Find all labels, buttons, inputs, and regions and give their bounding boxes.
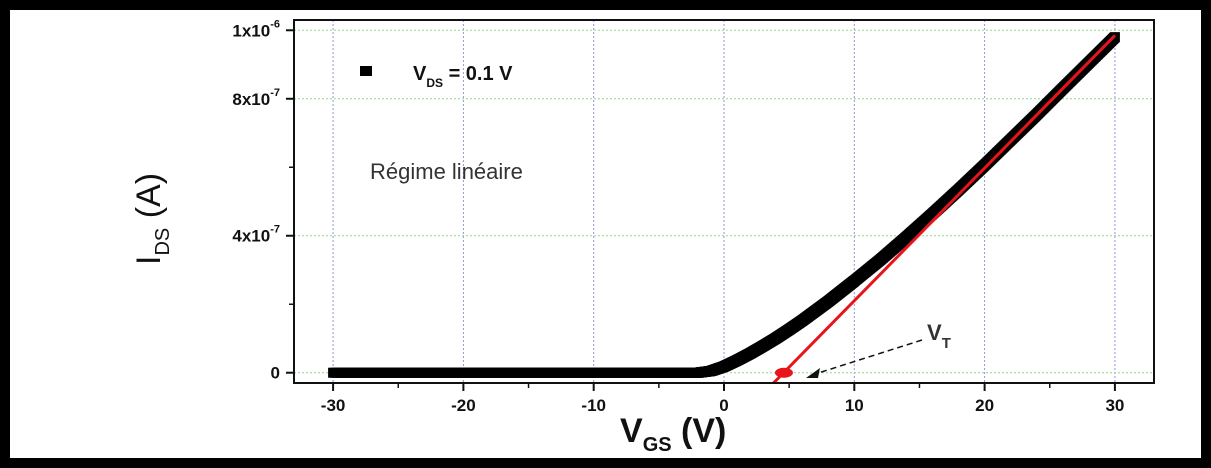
figure-frame: -30 -20 -10 0 10 20 30 0 4x10-7 8x10-7 1x10-6 VDS …: [10, 10, 1201, 458]
x-tick-label: -20: [451, 396, 476, 415]
legend-label: VDS = 0.1 V: [413, 63, 513, 90]
grid: [294, 20, 1154, 383]
x-tick-label: 20: [975, 396, 994, 415]
vt-annotation: VT: [927, 320, 951, 352]
y-tick-mantissa: 0: [271, 364, 280, 383]
y-axis-title-unit: (A): [130, 173, 168, 228]
y-tick-exponent: -7: [270, 87, 280, 99]
legend-marker: [360, 66, 372, 76]
x-tick-label: 30: [1105, 396, 1124, 415]
y-tick-exponent: -6: [270, 18, 280, 30]
plot-border: [293, 19, 1155, 384]
vt-arrow-head: [806, 368, 820, 378]
legend-label-rest: = 0.1 V: [443, 63, 513, 85]
x-tick-label: 10: [845, 396, 864, 415]
regime-annotation: Régime linéaire: [370, 159, 523, 184]
linear-fit-line: [772, 34, 1116, 385]
legend-label-sub: DS: [426, 76, 443, 90]
y-tick-mantissa: 4x10: [232, 227, 270, 246]
x-axis-title-main: V: [620, 412, 643, 450]
y-tick-label: 8x10-7: [232, 87, 280, 109]
x-tick-label: -30: [321, 396, 346, 415]
fit-layer: [772, 34, 1116, 385]
x-axis-title-sub: GS: [643, 434, 672, 456]
x-axis-title: VGS (V): [620, 412, 726, 456]
x-axis-title-unit: (V): [672, 412, 727, 450]
x-tick-label: -10: [581, 396, 606, 415]
y-tick-label: 1x10-6: [232, 18, 280, 40]
y-tick-mantissa: 1x10: [232, 21, 270, 40]
y-tick-exponent: -7: [270, 224, 280, 236]
y-tick-label: 0: [271, 364, 280, 383]
legend-label-main: V: [413, 63, 427, 85]
y-axis-title: IDS (A): [130, 173, 174, 265]
x-tick-label: 0: [719, 396, 728, 415]
y-tick-mantissa: 8x10: [232, 90, 270, 109]
vt-label-main: V: [927, 320, 942, 345]
y-tick-label: 4x10-7: [232, 224, 280, 246]
vt-point: [774, 367, 793, 378]
y-axis-title-sub: DS: [152, 228, 174, 256]
y-axis-title-main: I: [130, 256, 168, 265]
vt-label-sub: T: [942, 335, 951, 352]
